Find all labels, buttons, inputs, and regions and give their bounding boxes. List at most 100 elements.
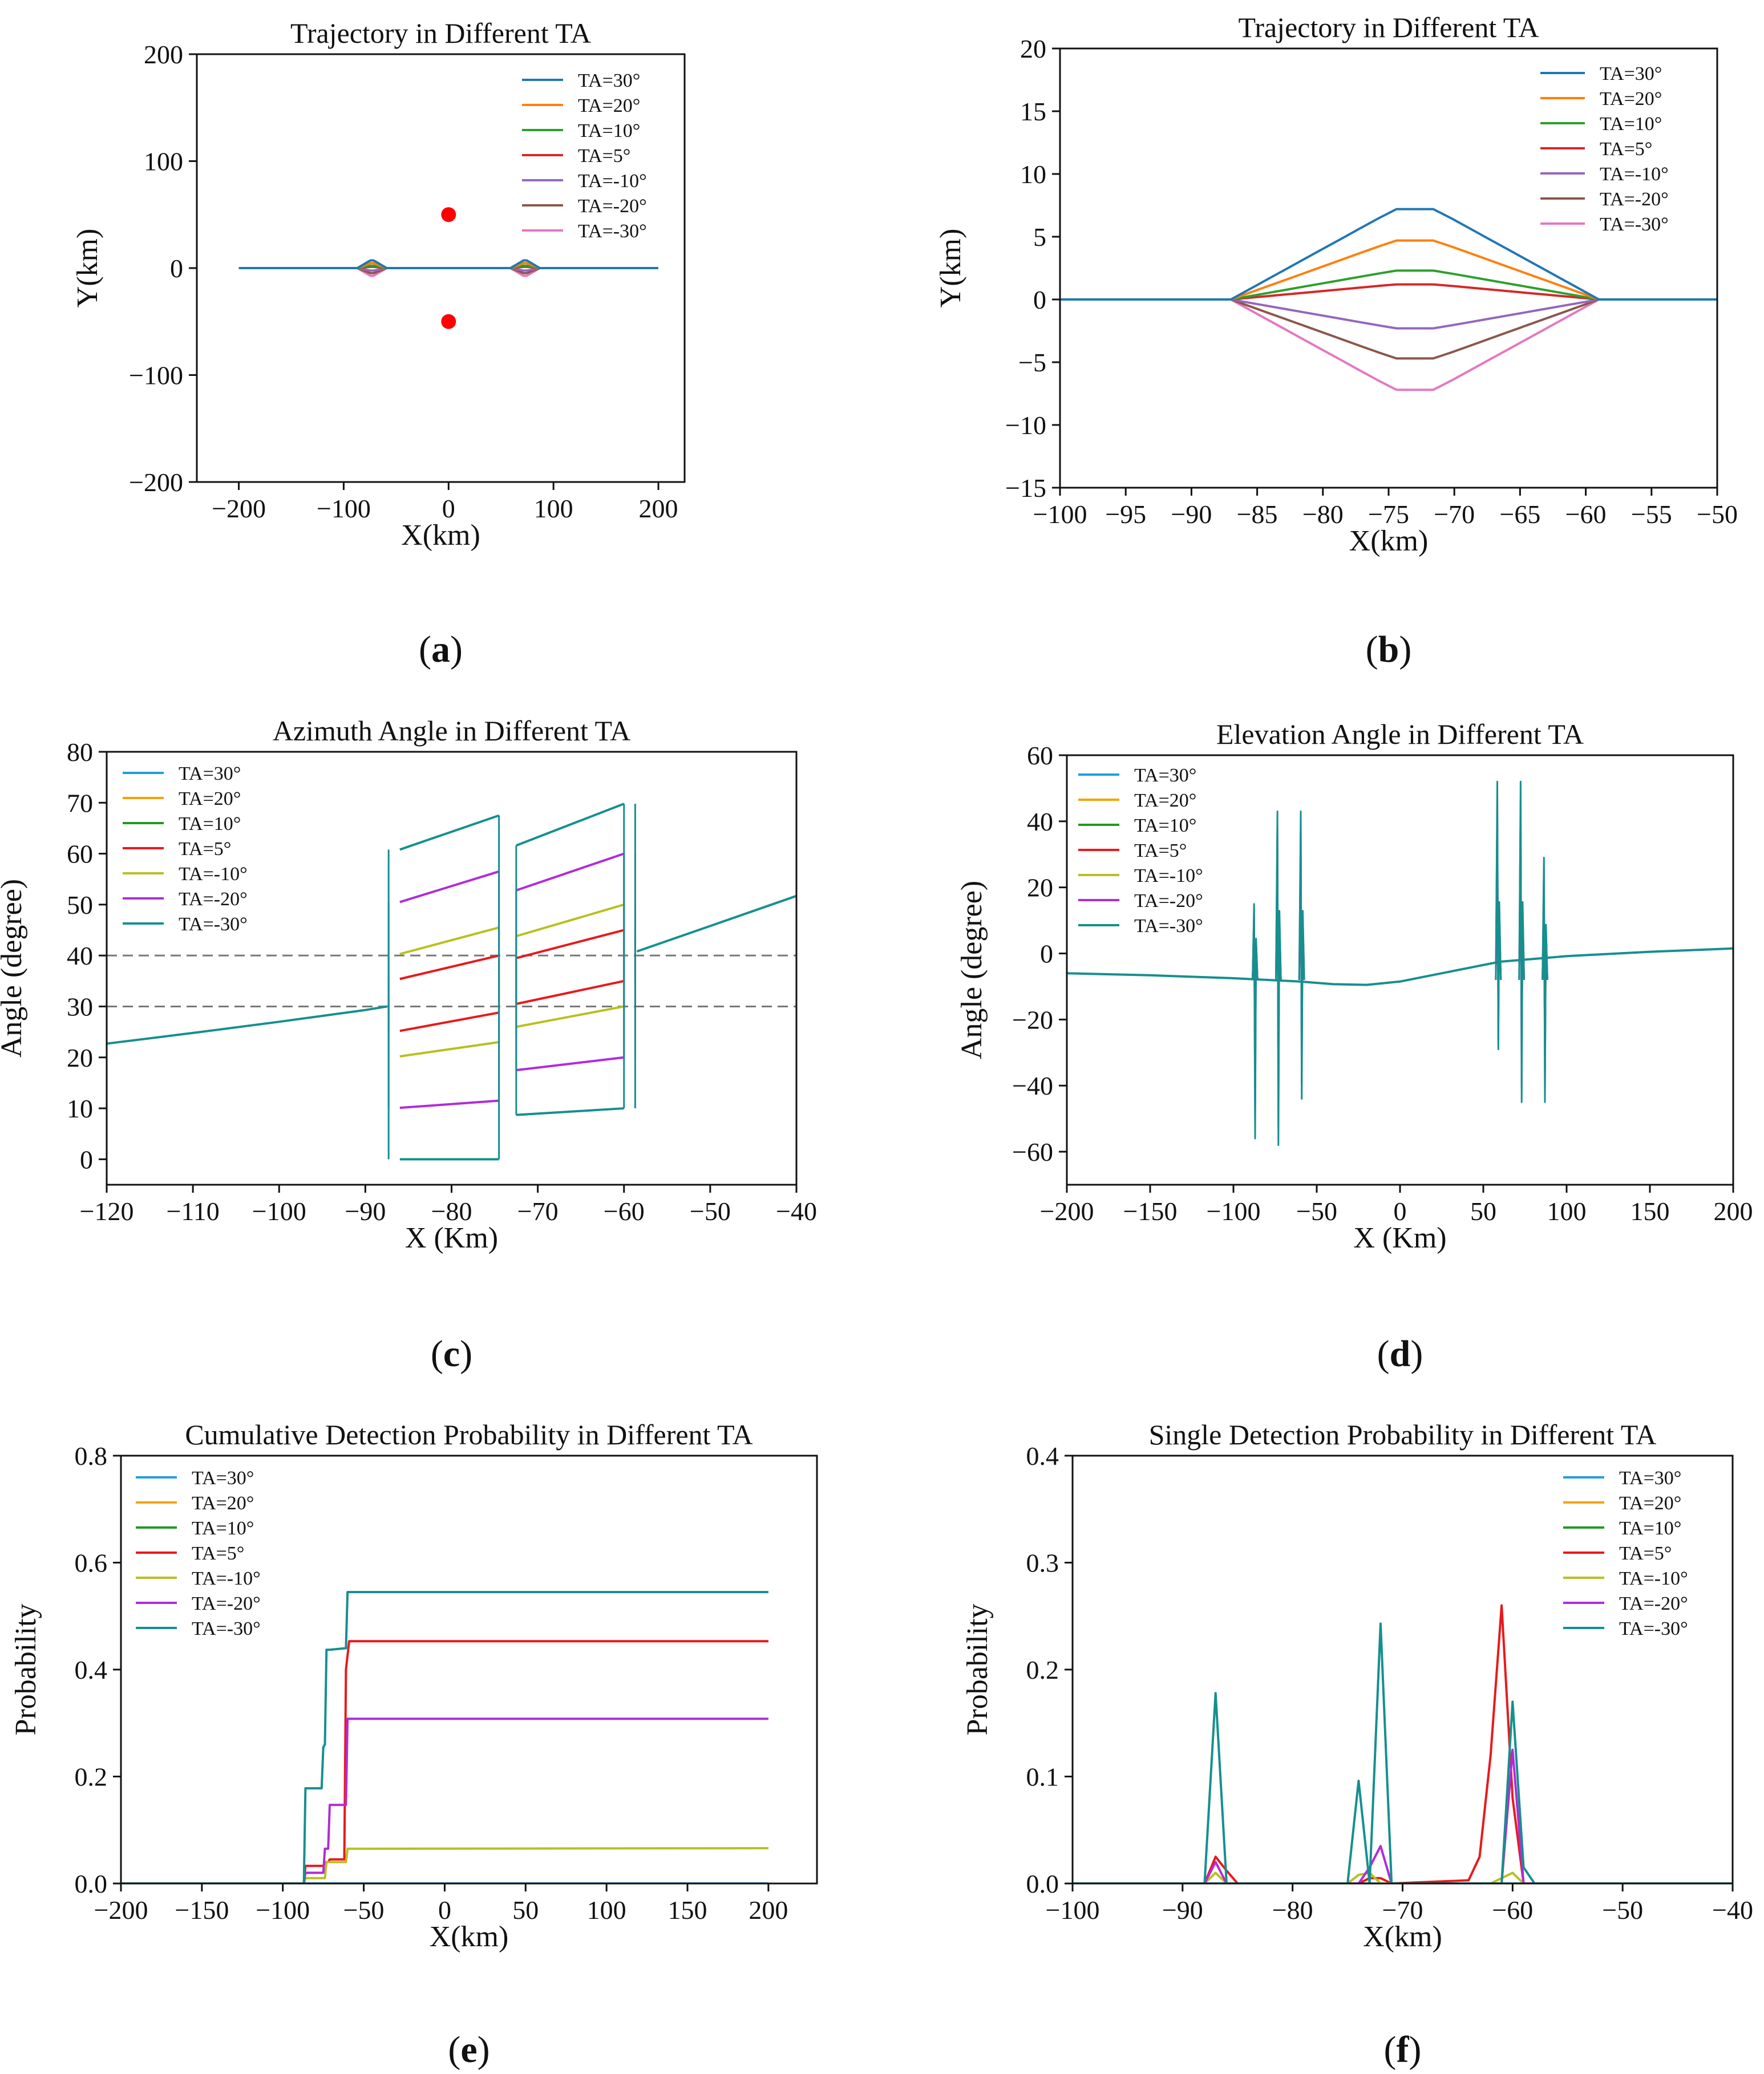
x-tick-label: −100 [256,1895,310,1925]
x-tick-label: 150 [668,1895,707,1925]
legend-label: TA=20° [1619,1493,1681,1514]
y-tick-label: −5 [1018,348,1046,377]
axes-frame [1066,754,1734,1186]
y-tick-label: −200 [129,468,183,497]
x-tick-label: 200 [639,494,678,523]
probability-line [1073,1748,1733,1883]
azimuth-segment [516,979,625,1005]
x-tick-label: −100 [1046,1895,1100,1925]
legend-label: TA=-30° [179,914,248,935]
azimuth-segment [516,929,625,959]
legend: TA=30° TA=20° TA=10° TA=5° TA=-10° TA=-20° TA=… [123,763,248,935]
azimuth-segment [399,954,500,981]
y-tick-label: 0.3 [1026,1549,1059,1578]
x-tick-label: −60 [604,1197,645,1226]
axes-frame [1059,47,1718,489]
y-axis-label: Angle (degree) [0,879,28,1058]
caption-open: ( [1366,629,1378,670]
x-tick-label: 0 [438,1895,451,1925]
y-tick-label: 60 [1027,741,1053,770]
x-axis-label: X (Km) [1353,1222,1446,1254]
legend-label: TA=-10° [578,171,647,192]
legend: TA=30° TA=20° TA=10° TA=5° TA=-10° TA=-20° TA=… [1078,765,1203,937]
legend: TA=30° TA=20° TA=10° TA=5° TA=-10° TA=-20° TA=… [1563,1468,1688,1639]
y-tick-label: −20 [1012,1005,1053,1034]
y-tick-label: 0 [1033,285,1046,314]
y-tick-label: 0 [1040,939,1053,969]
azimuth-segment [516,1005,625,1028]
axes-frame [106,751,798,1186]
x-tick-label: −95 [1105,500,1146,529]
legend-label: TA=10° [179,813,241,835]
caption-close: ) [1410,1333,1423,1375]
y-tick-label: 200 [144,40,183,69]
panel-c: −120 −110 −100 −90 −80 −70 −60 −50 −40 0 10 20 30 40 5… [0,715,817,1375]
x-tick-label: −70 [1382,1895,1423,1925]
tail-curve [636,894,796,953]
legend-label: TA=10° [192,1518,254,1539]
y-tick-label: 30 [67,992,93,1021]
x-tick-label: −40 [776,1197,817,1226]
caption-open: ( [419,629,431,670]
x-tick-label: −80 [431,1197,472,1226]
y-tick-label: 20 [1020,34,1046,63]
panel-f: −100 −90 −80 −70 −60 −50 −40 0.0 0.1 0.2 0.3 0.4 Sin… [961,1419,1753,2071]
chart-title: Trajectory in Different TA [1239,11,1539,43]
x-tick-label: −85 [1237,500,1278,529]
x-tick-label: −50 [1697,500,1738,529]
probability-line [121,1717,768,1883]
y-tick-label: −40 [1012,1071,1053,1100]
legend: TA=30° TA=20° TA=10° TA=5° TA=-10° TA=-20° TA=… [522,70,647,242]
legend-label: TA=-20° [1134,890,1203,912]
x-tick-label: 150 [1631,1197,1670,1226]
elevation-spike [1518,780,1525,1103]
x-tick-label: −50 [1296,1197,1337,1226]
y-tick-label: 50 [67,890,93,919]
base-curve [1067,947,1733,986]
panel-a: −200 −100 0 100 200 −200 −100 0 100 200 Trajectory… [71,17,686,670]
x-tick-label: −70 [1434,500,1475,529]
x-tick-label: −90 [1171,500,1212,529]
probability-line [121,1640,768,1883]
x-tick-label: −80 [1272,1895,1313,1925]
y-tick-label: 0.2 [75,1763,108,1792]
trajectory-line [1060,269,1717,301]
elevation-spike [1252,903,1259,1140]
x-axis-label: X(km) [1349,525,1429,557]
legend-label: TA=5° [578,145,630,167]
base-curve [107,1005,387,1045]
x-tick-label: −50 [1602,1895,1643,1925]
x-tick-label: −80 [1302,500,1344,529]
trajectory-line [1060,283,1717,301]
x-tick-label: −40 [1712,1895,1753,1925]
x-tick-label: −60 [1492,1895,1533,1925]
chart-title: Single Detection Probability in Differen… [1149,1419,1657,1451]
plot-area [1073,1604,1733,1883]
y-tick-label: 15 [1020,97,1046,126]
x-tick-label: 50 [512,1895,539,1925]
y-tick-label: 0 [80,1145,93,1174]
legend-label: TA=-10° [1619,1568,1688,1589]
y-tick-label: 10 [1020,160,1046,189]
elevation-spike [1275,811,1282,1146]
axes-frame [120,1455,818,1885]
y-tick-label: 0.2 [1026,1655,1059,1684]
legend-label: TA=30° [179,763,241,784]
x-tick-label: −65 [1499,500,1540,529]
legend-label: TA=30° [1134,765,1196,786]
x-axis-label: X(km) [430,1921,509,1953]
legend-label: TA=30° [1619,1468,1681,1489]
trajectory-line [1060,298,1717,360]
azimuth-segment [399,926,500,955]
x-axis-label: X(km) [1363,1921,1442,1953]
x-tick-label: −100 [252,1197,306,1226]
legend-label: TA=10° [1600,114,1662,135]
caption-letter: b [1378,629,1399,670]
caption-close: ) [450,629,463,670]
x-tick-label: −90 [1162,1895,1203,1925]
caption-label: (c) [431,1333,472,1375]
legend-label: TA=-30° [192,1618,261,1639]
legend-label: TA=5° [1134,840,1187,861]
caption-letter: a [431,629,450,670]
caption-open: ( [431,1333,443,1375]
